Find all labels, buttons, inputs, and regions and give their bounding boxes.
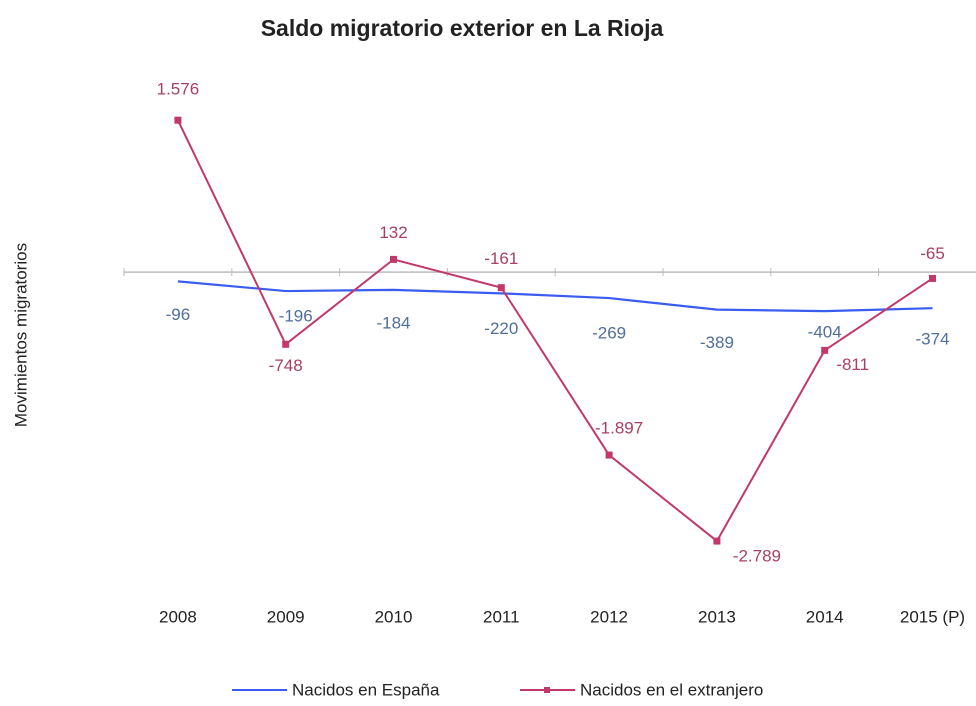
y-axis-label: Movimientos migratorios [11, 243, 30, 427]
x-tick-label: 2015 (P) [900, 607, 965, 626]
x-tick-label: 2008 [159, 607, 197, 626]
data-label: -389 [700, 333, 734, 352]
legend-label: Nacidos en España [292, 680, 440, 699]
legend-label: Nacidos en el extranjero [580, 680, 763, 699]
x-tick-label: 2011 [483, 607, 520, 626]
chart-title: Saldo migratorio exterior en La Rioja [261, 15, 664, 41]
legend-marker [544, 687, 550, 693]
data-label: -404 [808, 323, 842, 342]
x-tick-label: 2009 [267, 607, 305, 626]
data-label: -748 [269, 356, 303, 375]
point-marker [174, 116, 182, 124]
x-tick-label: 2010 [375, 607, 413, 626]
point-marker [497, 284, 505, 292]
point-marker [821, 346, 829, 354]
data-label: 1.576 [157, 80, 200, 99]
data-label: -161 [484, 249, 518, 268]
data-label: -220 [484, 319, 518, 338]
point-marker [390, 255, 397, 263]
x-tick-label: 2013 [698, 607, 736, 626]
data-label: -1.897 [595, 419, 643, 438]
x-tick-label: 2014 [806, 607, 844, 626]
point-marker [929, 274, 936, 282]
data-label: -374 [915, 330, 949, 349]
series-line [177, 280, 933, 313]
point-marker [713, 537, 721, 545]
data-label: -184 [376, 313, 410, 332]
data-label: -269 [592, 324, 626, 343]
data-label: -811 [836, 355, 869, 374]
data-label: -2.789 [733, 547, 781, 566]
data-label: 132 [379, 223, 407, 242]
point-marker [282, 340, 290, 348]
data-label: -65 [920, 244, 945, 263]
data-label: -96 [166, 305, 191, 324]
point-marker [605, 451, 613, 459]
data-label: -196 [279, 307, 313, 326]
series-line [176, 119, 934, 543]
x-tick-label: 2012 [590, 607, 628, 626]
